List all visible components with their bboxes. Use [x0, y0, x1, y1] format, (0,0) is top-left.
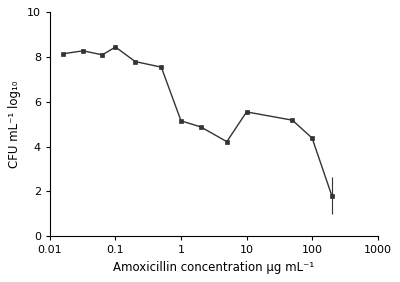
Y-axis label: CFU mL⁻¹ log₁₀: CFU mL⁻¹ log₁₀	[8, 80, 21, 168]
X-axis label: Amoxicillin concentration μg mL⁻¹: Amoxicillin concentration μg mL⁻¹	[113, 261, 314, 274]
